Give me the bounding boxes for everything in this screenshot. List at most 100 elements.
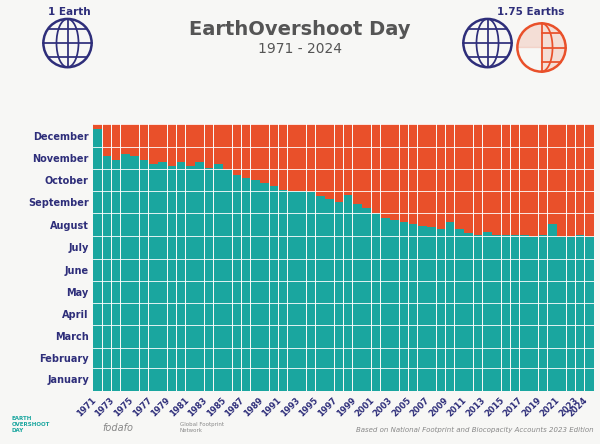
Bar xyxy=(362,208,371,391)
Bar xyxy=(390,220,399,391)
Bar xyxy=(260,183,269,391)
Bar xyxy=(566,124,575,238)
Bar xyxy=(381,218,389,391)
Bar xyxy=(196,124,204,162)
Bar xyxy=(529,124,538,237)
Bar xyxy=(260,124,269,183)
Text: EarthOvershoot Day: EarthOvershoot Day xyxy=(189,20,411,39)
Text: Global Footprint
Network: Global Footprint Network xyxy=(180,422,224,433)
Bar xyxy=(511,124,520,235)
Bar xyxy=(576,235,584,391)
Bar xyxy=(167,124,176,166)
Bar xyxy=(446,222,454,391)
Bar xyxy=(548,224,557,391)
Bar xyxy=(585,124,593,237)
Bar xyxy=(566,238,575,391)
Bar xyxy=(233,124,241,175)
Bar xyxy=(205,168,213,391)
Bar xyxy=(269,124,278,186)
Bar xyxy=(214,124,223,164)
Bar xyxy=(279,124,287,190)
Bar xyxy=(186,124,194,166)
Bar xyxy=(94,129,102,391)
Text: 1 Earth: 1 Earth xyxy=(47,7,91,17)
Bar xyxy=(121,124,130,154)
Bar xyxy=(177,162,185,391)
Bar xyxy=(427,124,436,227)
Bar xyxy=(353,124,362,204)
Bar xyxy=(557,124,566,238)
Bar xyxy=(427,227,436,391)
Bar xyxy=(94,124,102,129)
Bar xyxy=(539,124,547,234)
Bar xyxy=(186,166,194,391)
Bar xyxy=(251,124,260,180)
Bar xyxy=(529,237,538,391)
Bar xyxy=(214,164,223,391)
Bar xyxy=(103,156,111,391)
Text: Based on National Footprint and Biocopacity Accounts 2023 Edition: Based on National Footprint and Biocopac… xyxy=(356,427,594,433)
Bar xyxy=(418,226,427,391)
Bar xyxy=(372,214,380,391)
Bar xyxy=(103,124,111,156)
Bar xyxy=(196,162,204,391)
Bar xyxy=(307,192,315,391)
Bar xyxy=(493,124,501,235)
Bar xyxy=(548,124,557,224)
Bar xyxy=(298,124,306,191)
Bar xyxy=(400,222,408,391)
Bar xyxy=(557,238,566,391)
Bar xyxy=(353,204,362,391)
Bar xyxy=(149,124,158,164)
Bar xyxy=(307,124,315,192)
Bar xyxy=(242,178,250,391)
Bar xyxy=(372,124,380,214)
Bar xyxy=(233,175,241,391)
Bar xyxy=(140,160,148,391)
Bar xyxy=(158,162,167,391)
Bar xyxy=(362,124,371,208)
Bar xyxy=(381,124,389,218)
Bar xyxy=(316,124,325,196)
Bar xyxy=(242,124,250,178)
Bar xyxy=(177,124,185,162)
Bar xyxy=(335,124,343,202)
Bar xyxy=(464,124,473,233)
Bar xyxy=(455,124,464,230)
Bar xyxy=(121,154,130,391)
Bar xyxy=(437,229,445,391)
Bar xyxy=(344,124,352,195)
Bar xyxy=(446,124,454,222)
Bar xyxy=(288,124,297,191)
Text: EARTH
OVERSHOOT
DAY: EARTH OVERSHOOT DAY xyxy=(12,416,50,433)
Bar xyxy=(400,124,408,222)
Text: 1971 - 2024: 1971 - 2024 xyxy=(258,42,342,56)
Bar xyxy=(223,170,232,391)
Bar xyxy=(474,234,482,391)
Bar xyxy=(511,235,520,391)
Bar xyxy=(390,124,399,220)
Bar xyxy=(288,191,297,391)
Bar xyxy=(205,124,213,168)
Bar xyxy=(585,237,593,391)
Bar xyxy=(483,124,491,232)
Bar xyxy=(539,234,547,391)
Bar xyxy=(158,124,167,162)
Bar xyxy=(437,124,445,229)
Text: fodafo: fodafo xyxy=(102,423,133,433)
Bar xyxy=(112,124,121,160)
Bar xyxy=(149,164,158,391)
Bar xyxy=(251,180,260,391)
Bar xyxy=(344,195,352,391)
Bar xyxy=(520,124,529,235)
Bar xyxy=(520,235,529,391)
Bar xyxy=(130,156,139,391)
Bar xyxy=(409,224,418,391)
Bar xyxy=(316,196,325,391)
Bar xyxy=(409,124,418,224)
Bar xyxy=(483,232,491,391)
Bar xyxy=(502,124,510,235)
Bar xyxy=(298,191,306,391)
Bar xyxy=(418,124,427,226)
Bar xyxy=(493,235,501,391)
